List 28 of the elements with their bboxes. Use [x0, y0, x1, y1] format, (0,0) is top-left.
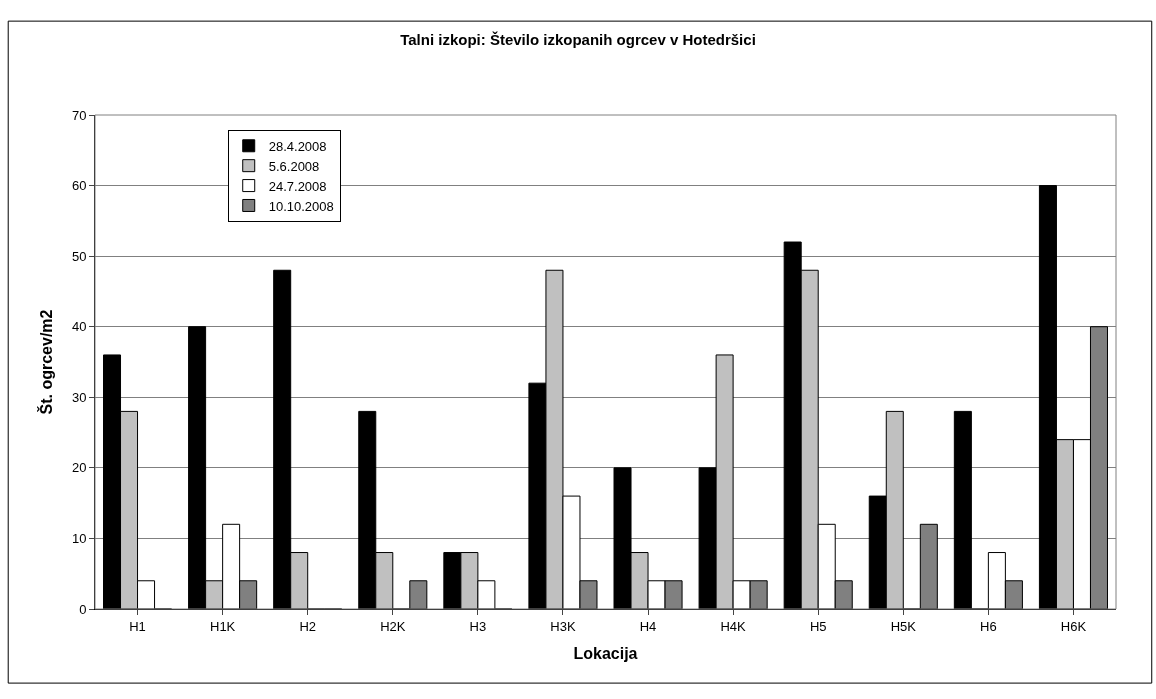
x-tick-label: H6K [1060, 618, 1087, 634]
y-tick-label: 10 [71, 530, 87, 546]
y-tick-label: 40 [71, 319, 87, 335]
bar [953, 410, 972, 609]
legend-label: 10.10.2008 [268, 198, 334, 214]
x-tick-label: H3 [469, 618, 487, 634]
legend-label: 5.6.2008 [268, 158, 320, 174]
x-tick-label: H1 [129, 618, 146, 634]
legend-label: 24.7.2008 [268, 178, 327, 194]
y-tick-label: 60 [71, 178, 87, 194]
x-tick-label: H2K [380, 618, 406, 634]
x-tick-label: H5 [809, 618, 827, 634]
legend-label: 28.4.2008 [268, 138, 327, 154]
y-tick-label: 0 [79, 601, 87, 617]
chart-title: Talni izkopi: Število izkopanih ogrcev v Hotedršici [400, 31, 756, 49]
x-tick-label: H6 [980, 618, 997, 634]
x-tick-label: H4 [639, 618, 657, 634]
y-tick-label: 20 [71, 460, 87, 476]
x-tick-label: H1K [209, 618, 236, 634]
x-tick-label: H4K [720, 618, 747, 634]
y-tick-label: 50 [71, 248, 87, 264]
y-tick-label: 70 [71, 107, 87, 123]
x-tick-label: H2 [299, 618, 317, 634]
x-tick-label: H5K [890, 618, 917, 634]
x-tick-label: H3K [550, 618, 576, 634]
x-axis-title: Lokacija [573, 645, 638, 663]
y-axis-title: Št. ogrcev/m2 [36, 309, 55, 415]
y-tick-label: 30 [71, 389, 87, 405]
